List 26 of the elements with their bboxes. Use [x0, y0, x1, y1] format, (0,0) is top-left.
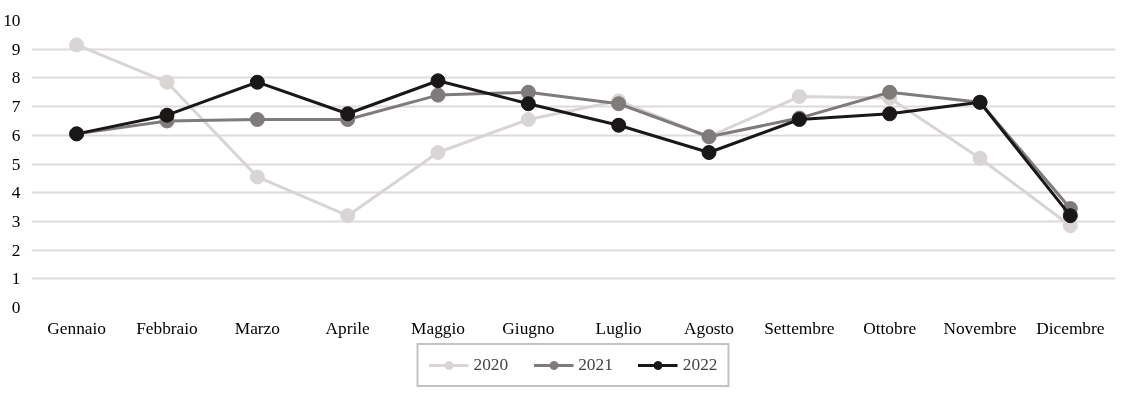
- y-tick-label: 2: [11, 240, 21, 260]
- x-tick-label: Novembre: [943, 318, 1017, 338]
- x-tick-label: Settembre: [764, 318, 835, 338]
- x-tick-label: Dicembre: [1036, 318, 1105, 338]
- y-tick-label: 0: [11, 298, 21, 317]
- legend-label: 2020: [473, 355, 509, 375]
- y-tick-label: 7: [11, 97, 21, 117]
- y-tick-label: 8: [11, 68, 21, 88]
- legend-label: 2022: [682, 355, 718, 375]
- y-tick-label: 5: [11, 154, 21, 174]
- x-tick-label: Giugno: [502, 318, 555, 338]
- x-tick-label: Agosto: [683, 318, 735, 338]
- x-tick-label: Aprile: [325, 318, 371, 338]
- y-tick-label: 4: [11, 183, 21, 203]
- x-tick-label: Maggio: [411, 318, 465, 338]
- y-tick-label: 6: [11, 125, 21, 145]
- y-tick-label: 1: [11, 269, 21, 289]
- x-tick-label: Ottobre: [863, 318, 917, 338]
- y-tick-label: 9: [11, 39, 21, 59]
- x-tick-label: Marzo: [234, 318, 280, 338]
- x-tick-label: Febbraio: [136, 318, 198, 338]
- x-tick-label: Gennaio: [47, 318, 107, 338]
- y-tick-label: 3: [11, 211, 21, 231]
- y-tick-label: 10: [3, 11, 21, 30]
- x-tick-label: Luglio: [595, 318, 642, 338]
- legend-label: 2021: [578, 355, 613, 375]
